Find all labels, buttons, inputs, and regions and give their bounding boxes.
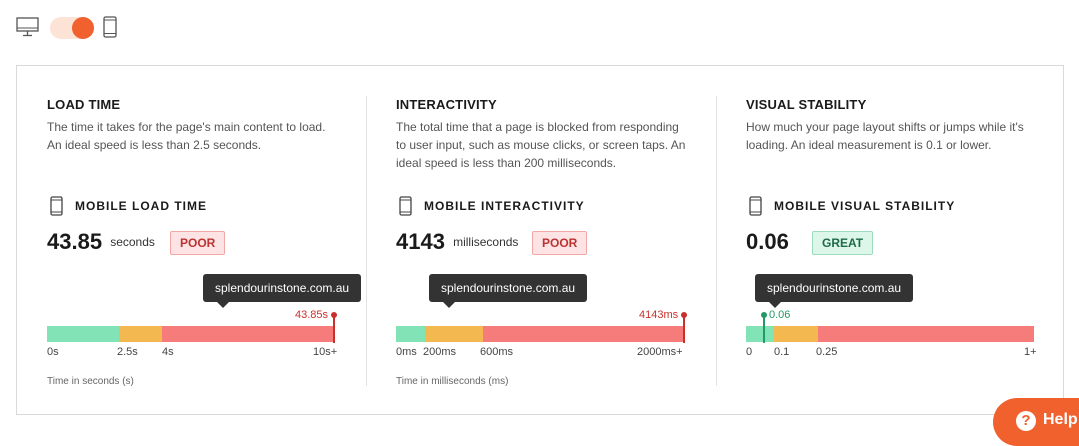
desktop-icon[interactable] [16, 17, 39, 37]
needs-improvement-segment [425, 326, 483, 342]
scale-label: 4s [162, 346, 174, 358]
site-tooltip: splendourinstone.com.au [203, 274, 362, 308]
interactivity-value: 4143 milliseconds [396, 229, 518, 255]
good-segment [396, 326, 425, 342]
site-tooltip: splendourinstone.com.au [429, 274, 588, 308]
needs-improvement-segment [774, 326, 818, 342]
mobile-load-time-label: MOBILE LOAD TIME [75, 199, 207, 213]
scale-label: 1+ [1024, 346, 1037, 358]
scale-label: 0.1 [774, 346, 790, 358]
load-time-marker-dot [331, 312, 337, 318]
toggle-knob [72, 17, 94, 39]
mobile-icon [749, 196, 762, 216]
interactivity-number: 4143 [396, 229, 445, 254]
scale-label: 0.25 [816, 346, 838, 358]
visual-stability-scale-bar [746, 326, 1034, 342]
visual-stability-description: How much your page layout shifts or jump… [746, 120, 1024, 152]
load-time-scale-bar [47, 326, 335, 342]
load-time-unit: seconds [110, 235, 155, 249]
scale-label: 200ms [423, 346, 457, 358]
question-icon: ? [1016, 411, 1036, 431]
visual-stability-marker-label: 0.06 [769, 309, 791, 321]
interactivity-unit: milliseconds [453, 235, 519, 249]
interactivity-marker-dot [681, 312, 687, 318]
mobile-icon [399, 196, 412, 216]
scale-label: 0 [746, 346, 753, 358]
needs-improvement-segment [119, 326, 162, 342]
interactivity-rating-badge: POOR [532, 231, 588, 255]
mobile-interactivity-label: MOBILE INTERACTIVITY [424, 199, 585, 213]
interactivity-scale-bar [396, 326, 685, 342]
scale-label: 0s [47, 346, 59, 358]
visual-stability-rating-badge: GREAT [812, 231, 874, 255]
poor-segment [483, 326, 685, 342]
scale-label: 10s+ [313, 346, 338, 358]
interactivity-title: INTERACTIVITY [396, 97, 497, 112]
good-segment [746, 326, 774, 342]
interactivity-marker-label: 4143ms [639, 309, 679, 321]
site-tooltip: splendourinstone.com.au [755, 274, 914, 308]
visual-stability-title: VISUAL STABILITY [746, 97, 867, 112]
axis-caption: Time in milliseconds (ms) [396, 376, 509, 387]
mobile-icon[interactable] [103, 16, 117, 38]
help-button[interactable] [993, 398, 1079, 446]
scale-label: 0ms [396, 346, 417, 358]
load-time-rating-badge: POOR [170, 231, 226, 255]
interactivity-marker [683, 315, 685, 343]
axis-caption: Time in seconds (s) [47, 376, 134, 387]
poor-segment [162, 326, 335, 342]
help-label: Help [1043, 411, 1078, 428]
scale-label: 2.5s [117, 346, 138, 358]
load-time-number: 43.85 [47, 229, 103, 254]
mobile-visual-stability-label: MOBILE VISUAL STABILITY [774, 199, 956, 213]
scale-label: 600ms [480, 346, 514, 358]
visual-stability-number: 0.06 [746, 229, 789, 254]
load-time-marker-label: 43.85s [295, 309, 329, 321]
visual-stability-value: 0.06 [746, 229, 789, 255]
panel-divider [716, 96, 717, 386]
load-time-marker [333, 315, 335, 343]
mobile-icon [50, 196, 63, 216]
panel-divider [366, 96, 367, 386]
load-time-title: LOAD TIME [47, 97, 121, 112]
interactivity-description: The total time that a page is blocked fr… [396, 120, 686, 170]
load-time-description: The time it takes for the page's main co… [47, 120, 326, 152]
good-segment [47, 326, 119, 342]
poor-segment [818, 326, 1034, 342]
visual-stability-marker [763, 315, 765, 343]
load-time-value: 43.85 seconds [47, 229, 155, 255]
visual-stability-marker-dot [761, 312, 767, 318]
scale-label: 2000ms+ [637, 346, 683, 358]
